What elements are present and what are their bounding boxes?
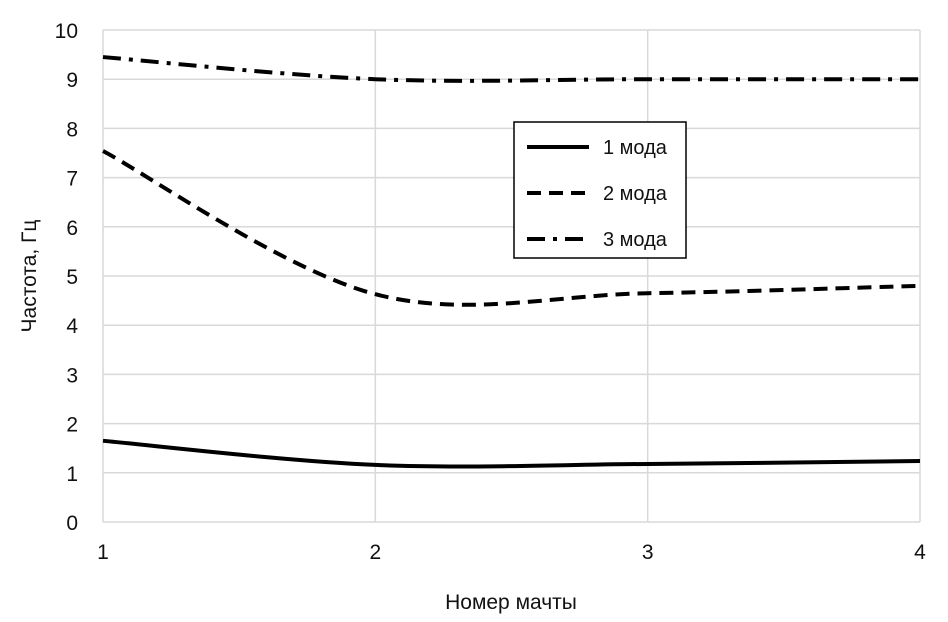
legend-label: 1 мода	[603, 137, 668, 159]
y-tick-label: 2	[66, 414, 78, 437]
y-tick-label: 4	[66, 315, 78, 338]
series-line-3	[102, 55, 920, 83]
y-tick-label: 9	[66, 69, 78, 92]
x-axis-label: Номер мачты	[445, 591, 577, 614]
legend: 1 мода 2 мода 3 мода	[513, 121, 687, 259]
y-tick-label: 0	[66, 512, 78, 535]
x-tick-label: 4	[914, 541, 926, 564]
y-tick-label: 6	[66, 217, 78, 240]
y-tick-label: 3	[66, 364, 78, 387]
y-axis-label: Частота, Гц	[18, 220, 41, 333]
legend-label: 3 мода	[603, 229, 668, 251]
x-tick-label: 3	[642, 541, 654, 564]
y-tick-label: 7	[66, 168, 78, 191]
y-tick-label: 8	[66, 118, 78, 141]
series-line-1	[102, 438, 921, 469]
y-tick-label: 5	[66, 266, 78, 289]
series-line-2	[102, 149, 921, 307]
y-tick-label: 1	[66, 463, 78, 486]
x-tick-label: 2	[369, 541, 381, 564]
legend-box	[513, 121, 687, 259]
y-tick-label: 10	[55, 20, 78, 43]
x-tick-label: 1	[97, 541, 109, 564]
legend-label: 2 мода	[603, 183, 668, 205]
